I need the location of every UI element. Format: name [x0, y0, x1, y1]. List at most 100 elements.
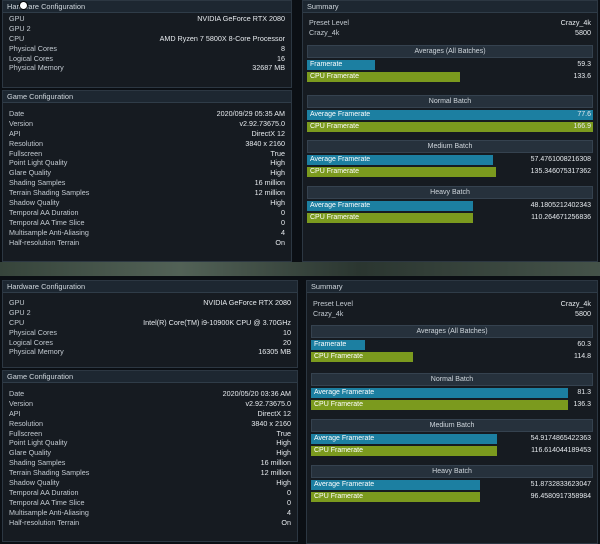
info-row-label: Version	[9, 118, 33, 128]
info-row-label: Terrain Shading Samples	[9, 188, 90, 198]
info-row: Glare Quality High	[3, 168, 291, 178]
info-row: Shadow Quality High	[3, 478, 297, 488]
info-row: Temporal AA Duration 0	[3, 488, 297, 498]
info-row: API DirectX 12	[3, 409, 297, 419]
info-row-value: Crazy_4k	[560, 299, 591, 308]
info-row-label: Preset Level	[313, 299, 353, 308]
game-config-panel-title: Game Configuration	[3, 91, 291, 103]
info-row-value: 8	[281, 43, 285, 53]
top-screenshot: Hardware Configuration GPU NVIDIA GeForce…	[0, 0, 600, 270]
info-row-label: Shading Samples	[9, 178, 66, 188]
framerate-bar: Framerate	[307, 60, 376, 70]
game-config-rows: Date 2020/05/20 03:36 AM Version v2.92.7367…	[3, 389, 297, 527]
info-row-label: Physical Cores	[9, 43, 57, 53]
info-row: Version v2.92.73675.0	[3, 399, 297, 409]
heavy-batch-header: Heavy Batch	[307, 186, 593, 199]
info-row-label: Fullscreen	[9, 428, 43, 438]
framerate-bar: Average Framerate	[311, 480, 481, 490]
info-row: Shading Samples 16 million	[3, 178, 291, 188]
framerate-bar: CPU Framerate	[311, 446, 498, 456]
info-row: Half-resolution Terrain On	[3, 518, 297, 528]
framerate-bar: CPU Framerate	[311, 400, 568, 410]
normal-cpu-framerate-row: CPU Framerate 166.9	[307, 122, 593, 132]
info-row-label: Logical Cores	[9, 337, 53, 347]
info-row-label: Date	[9, 389, 25, 398]
info-row: Half-resolution Terrain On	[3, 238, 291, 248]
info-row-value: 3840 x 2160	[251, 418, 291, 428]
info-row: Physical Memory 16305 MB	[3, 347, 297, 357]
summary-panel: Summary Preset Level Crazy_4k Crazy_4k 5800…	[302, 0, 598, 262]
info-row-label: CPU	[9, 317, 25, 327]
framerate-bar: Average Framerate	[311, 434, 498, 444]
info-row-value: 12 million	[260, 468, 291, 478]
framerate-value: 135.346075317362	[530, 168, 591, 175]
info-row-value: 10	[283, 327, 291, 337]
info-row: CPU Intel(R) Core(TM) i9-10900K CPU @ 3.7…	[3, 318, 297, 328]
medium-batch-header: Medium Batch	[307, 140, 593, 153]
hardware-rows: GPU NVIDIA GeForce RTX 2080 GPU 2 CPU AMD Ry…	[3, 14, 291, 73]
info-row-value: 4	[281, 227, 285, 237]
info-row-label: Point Light Quality	[9, 438, 68, 448]
info-row: Preset Level Crazy_4k	[307, 299, 597, 309]
bottom-screenshot: Hardware Configuration GPU NVIDIA GeForce…	[0, 276, 600, 544]
info-row: Physical Cores 8	[3, 44, 291, 54]
framerate-value: 60.3	[577, 341, 591, 348]
info-row-value: 0	[287, 497, 291, 507]
info-row: Terrain Shading Samples 12 million	[3, 188, 291, 198]
averages-cpu-framerate-row: CPU Framerate 114.8	[311, 352, 593, 362]
info-row-label: Shadow Quality	[9, 478, 60, 488]
framerate-bar: Average Framerate	[307, 155, 493, 165]
normal-framerate-row: Average Framerate 81.3	[311, 388, 593, 398]
hardware-panel: Hardware Configuration GPU NVIDIA GeForce…	[2, 280, 298, 368]
info-row-value: 0	[287, 487, 291, 497]
info-row-value: 16	[277, 53, 285, 63]
heavy-framerate-row: Average Framerate 51.8732833623047	[311, 480, 593, 490]
info-row: Terrain Shading Samples 12 million	[3, 468, 297, 478]
info-row-label: Crazy_4k	[313, 308, 344, 318]
info-row-value: v2.92.73675.0	[239, 118, 285, 128]
info-row-label: Physical Memory	[9, 63, 64, 73]
info-row-label: Logical Cores	[9, 53, 53, 63]
game-config-panel: Game Configuration Date 2020/05/20 03:36 …	[2, 370, 298, 542]
info-row: API DirectX 12	[3, 129, 291, 139]
info-row-label: Glare Quality	[9, 168, 51, 178]
framerate-value: 96.4580917358984	[530, 493, 591, 500]
info-row-value: High	[276, 438, 291, 448]
framerate-value: 51.8732833623047	[530, 481, 591, 488]
framerate-value: 116.614044189453	[531, 447, 591, 454]
framerate-bar: Average Framerate	[307, 201, 473, 211]
info-row-value: High	[270, 198, 285, 208]
averages-batch-header: Averages (All Batches)	[307, 45, 593, 58]
info-row-value: DirectX 12	[257, 408, 291, 418]
info-row: Logical Cores 16	[3, 54, 291, 64]
info-row: Physical Cores 10	[3, 328, 297, 338]
info-row-label: API	[9, 128, 21, 138]
framerate-bar: CPU Framerate	[307, 167, 496, 177]
info-row: Resolution 3840 x 2160	[3, 139, 291, 149]
hardware-panel-title: Hardware Configuration	[3, 281, 297, 293]
normal-cpu-framerate-row: CPU Framerate 136.3	[311, 400, 593, 410]
info-row: Shading Samples 16 million	[3, 458, 297, 468]
info-row-label: Crazy_4k	[309, 27, 340, 37]
info-row: Multisample Anti-Aliasing 4	[3, 228, 291, 238]
normal-framerate-row: Average Framerate 77.6	[307, 110, 593, 120]
summary-panel-title: Summary	[307, 281, 597, 293]
info-row-value: Crazy_4k	[560, 18, 591, 27]
info-row: Resolution 3840 x 2160	[3, 419, 297, 429]
info-row-value: 32687 MB	[252, 63, 285, 73]
framerate-value: 57.4761008216308	[530, 156, 591, 163]
info-row: Point Light Quality High	[3, 438, 297, 448]
info-row: GPU 2	[3, 24, 291, 34]
info-row-value: 16 million	[260, 458, 291, 468]
framerate-value: 166.9	[573, 123, 591, 130]
info-row: Temporal AA Duration 0	[3, 208, 291, 218]
info-row: CPU AMD Ryzen 7 5800X 8-Core Processor	[3, 34, 291, 44]
averages-batch-header: Averages (All Batches)	[311, 325, 593, 338]
info-row-value: Intel(R) Core(TM) i9-10900K CPU @ 3.70GH…	[143, 317, 291, 327]
info-row-label: Half-resolution Terrain	[9, 517, 80, 527]
info-row-value: On	[275, 237, 285, 247]
info-row: Temporal AA Time Slice 0	[3, 218, 291, 228]
hardware-panel-title: Hardware Configuration	[3, 1, 291, 13]
medium-framerate-row: Average Framerate 54.9174865422363	[311, 434, 593, 444]
info-row-value: NVIDIA GeForce RTX 2080	[197, 14, 285, 23]
